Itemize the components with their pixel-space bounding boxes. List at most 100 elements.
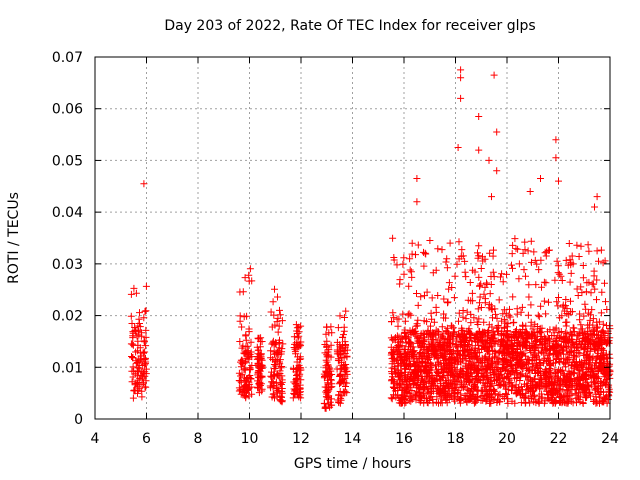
data-point — [327, 376, 335, 383]
data-point — [336, 388, 344, 395]
data-point — [573, 285, 581, 293]
data-point — [276, 306, 283, 314]
data-point — [583, 279, 591, 287]
data-point — [338, 354, 346, 361]
data-point — [277, 393, 285, 401]
data-point — [535, 266, 543, 274]
data-point — [429, 269, 437, 277]
data-point — [562, 318, 570, 326]
data-point — [487, 382, 495, 390]
data-point — [455, 238, 463, 246]
data-point — [399, 398, 407, 406]
x-tick-label: 6 — [142, 431, 151, 447]
data-point — [486, 290, 494, 298]
data-point — [597, 246, 605, 254]
data-point — [138, 387, 146, 395]
data-point — [543, 387, 551, 395]
data-point — [479, 337, 486, 345]
data-point — [557, 354, 565, 362]
data-point — [542, 367, 550, 375]
data-point — [597, 309, 605, 317]
data-point — [489, 346, 497, 354]
data-point — [242, 394, 250, 402]
data-point — [321, 372, 329, 380]
data-point — [293, 379, 301, 387]
data-point — [535, 313, 543, 321]
data-point — [499, 310, 507, 318]
data-point — [557, 342, 565, 350]
data-point — [483, 280, 491, 288]
data-point — [407, 311, 415, 319]
data-point — [453, 378, 461, 385]
data-point — [457, 66, 465, 74]
data-point — [455, 386, 463, 394]
data-point — [402, 339, 410, 347]
data-point — [523, 386, 531, 394]
data-point — [589, 371, 597, 379]
data-point — [528, 258, 535, 266]
data-point — [479, 359, 487, 366]
data-point — [451, 356, 459, 364]
data-point — [555, 385, 563, 393]
data-point — [580, 334, 587, 342]
data-point — [562, 322, 570, 330]
data-point — [399, 310, 407, 318]
data-point — [291, 340, 298, 348]
data-point — [446, 365, 454, 373]
data-point — [342, 361, 350, 368]
data-point — [605, 381, 613, 389]
data-point — [504, 386, 512, 394]
data-point — [296, 384, 304, 392]
data-point — [424, 346, 432, 354]
data-point — [388, 368, 395, 376]
data-point — [589, 321, 597, 329]
y-tick-label: 0.01 — [52, 360, 83, 376]
data-point — [253, 343, 261, 351]
data-point — [550, 384, 558, 392]
data-point — [554, 269, 562, 277]
data-point — [335, 391, 343, 399]
data-point — [426, 369, 434, 377]
data-point — [524, 247, 532, 255]
data-point — [442, 258, 450, 266]
data-point — [297, 322, 305, 330]
data-point — [455, 317, 462, 325]
data-point — [243, 354, 251, 362]
data-point — [340, 361, 348, 369]
data-point — [327, 341, 335, 349]
data-point — [528, 394, 535, 402]
x-tick-label: 20 — [498, 431, 516, 447]
data-point — [520, 339, 528, 347]
data-point — [465, 378, 473, 386]
data-point — [326, 403, 334, 411]
data-point — [452, 383, 460, 391]
data-point — [237, 372, 244, 380]
data-point — [542, 378, 550, 386]
data-point — [566, 386, 574, 394]
data-point — [487, 302, 495, 310]
data-point — [459, 307, 467, 314]
data-point — [541, 354, 549, 362]
data-point — [566, 278, 574, 286]
data-point — [461, 381, 469, 389]
data-point — [478, 365, 486, 373]
data-point — [567, 269, 575, 277]
data-point — [141, 372, 149, 380]
data-point — [398, 369, 406, 377]
data-point — [459, 313, 467, 321]
data-point — [600, 329, 608, 337]
data-point — [463, 308, 471, 316]
data-point — [141, 348, 149, 356]
data-point — [588, 306, 596, 314]
data-point — [443, 324, 451, 332]
data-point — [420, 317, 428, 325]
data-point — [577, 321, 585, 329]
data-point — [334, 324, 342, 332]
data-point — [475, 273, 483, 281]
data-point — [481, 382, 489, 390]
data-point — [513, 310, 521, 318]
data-point — [527, 237, 535, 245]
data-point — [466, 279, 474, 286]
data-point — [516, 341, 524, 349]
data-point — [475, 146, 483, 154]
